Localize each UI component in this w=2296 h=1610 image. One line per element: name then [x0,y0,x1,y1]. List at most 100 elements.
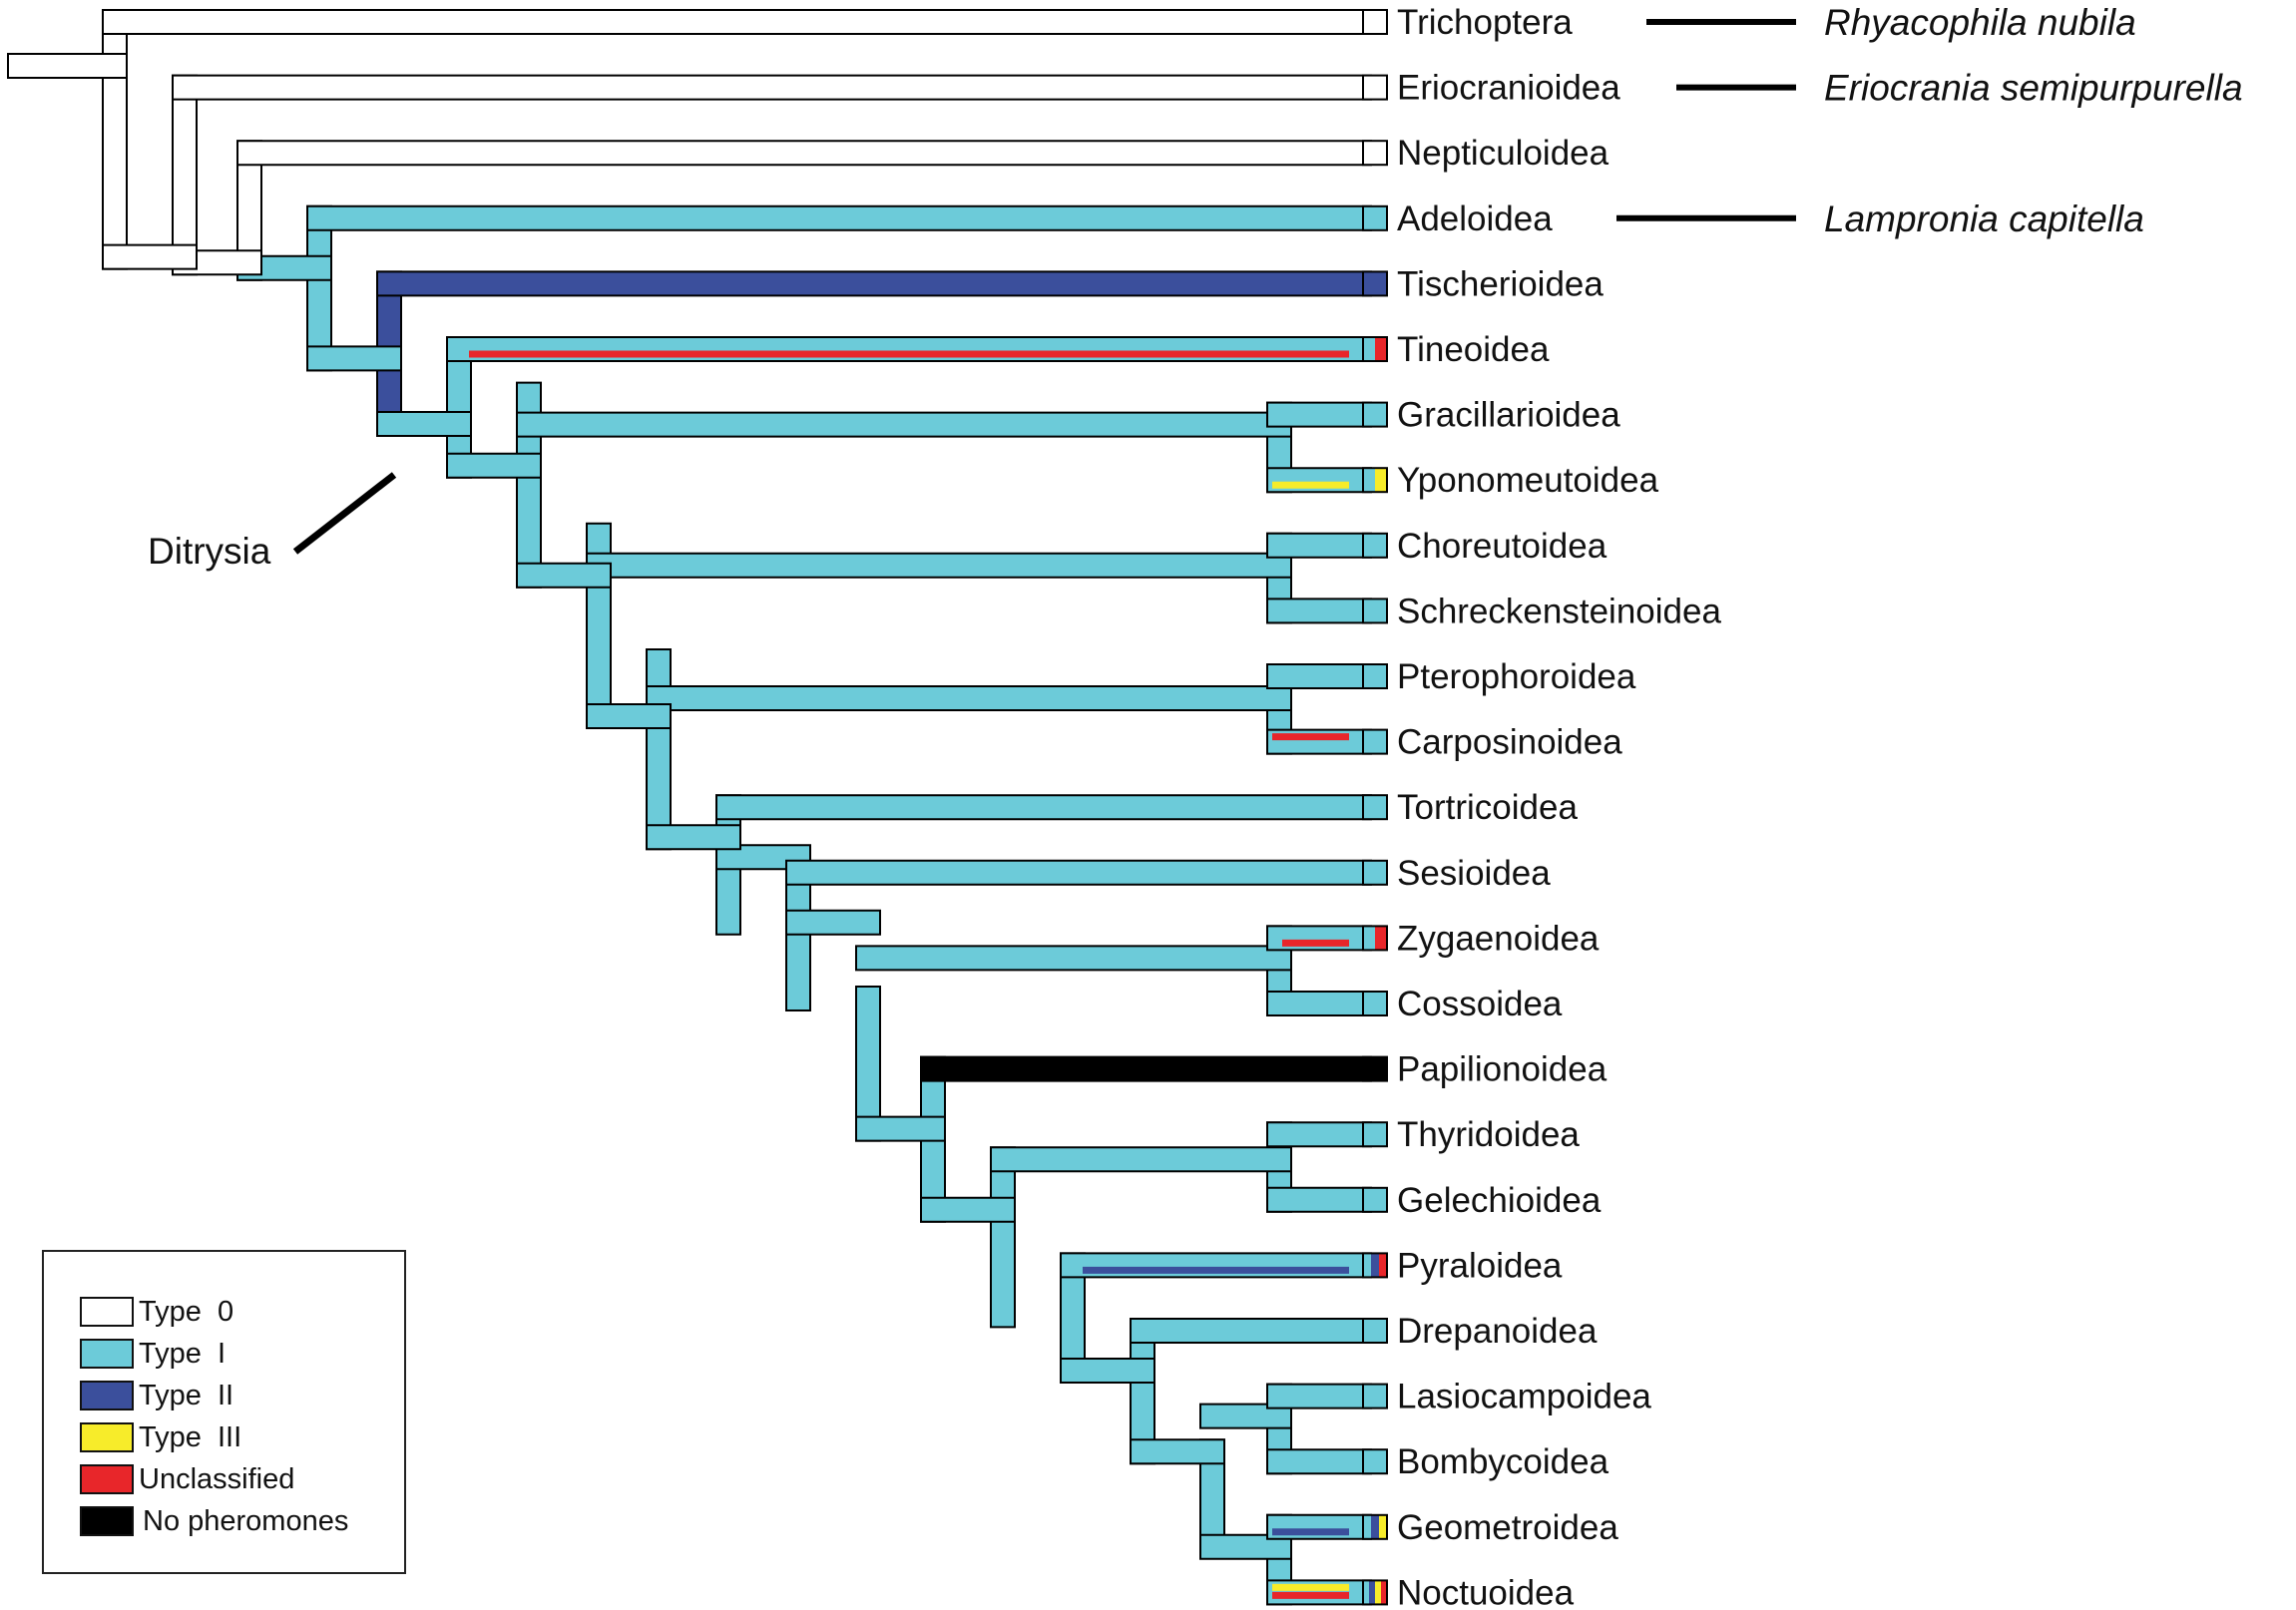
tip-marker-fill [1363,1514,1371,1539]
tip-marker-yponomeutoidea [1362,467,1388,494]
taxon-label-drepanoidea: Drepanoidea [1397,1312,1598,1351]
taxon-label-papilionoidea: Papilionoidea [1397,1050,1607,1089]
tip-marker-fill [1381,1580,1387,1605]
tip-marker-noctuoidea [1362,1579,1388,1606]
tip-marker-pterophoroidea [1362,663,1388,689]
legend-item-type-3: Type III [80,1419,241,1455]
legend-label: Type 0 [139,1295,234,1328]
taxon-label-tortricoidea: Tortricoidea [1397,788,1578,827]
tip-marker-fill [1363,75,1387,100]
taxon-label-tineoidea: Tineoidea [1397,330,1550,369]
tip-marker-fill [1363,1580,1369,1605]
tip-markers [1362,9,1388,1606]
taxon-label-eriocranioidea: Eriocranioidea [1397,69,1620,108]
tip-marker-papilionoidea [1362,1055,1388,1082]
tip-marker-fill [1363,402,1387,427]
tip-marker-fill [1363,926,1375,951]
tip-marker-pyraloidea [1362,1252,1388,1279]
tip-marker-sesioidea [1362,859,1388,886]
taxon-label-nepticuloidea: Nepticuloidea [1397,134,1609,173]
tip-marker-carposinoidea [1362,728,1388,755]
tip-marker-fill [1363,533,1387,558]
legend-label: Type II [139,1379,234,1411]
species-label: Rhyacophila nubila [1824,2,2136,43]
taxon-label-yponomeutoidea: Yponomeutoidea [1397,461,1659,500]
tip-marker-geometroidea [1362,1513,1388,1540]
tip-marker-fill [1371,1514,1379,1539]
tip-marker-thyridoidea [1362,1121,1388,1148]
tip-marker-fill [1363,141,1387,166]
tip-marker-fill [1363,468,1375,493]
legend-label: Type I [139,1337,227,1370]
legend-item-type-2: Type II [80,1378,233,1413]
species-label: Lampronia capitella [1824,199,2144,239]
tip-marker-fill [1375,337,1387,361]
tip-marker-nepticuloidea [1362,140,1388,167]
tip-marker-fill [1379,1514,1387,1539]
tip-marker-cossoidea [1362,991,1388,1016]
tip-marker-fill [1375,1580,1381,1605]
tip-marker-schreckensteinoidea [1362,598,1388,624]
tip-marker-fill [1369,1580,1375,1605]
tip-marker-fill [1363,1253,1371,1278]
legend-label: No pheromones [143,1504,349,1537]
taxon-label-choreutoidea: Choreutoidea [1397,527,1607,566]
tip-marker-fill [1375,926,1387,951]
tip-marker-fill [1363,1056,1387,1081]
ditrysia-callout: Ditrysia [148,472,397,572]
tip-marker-fill [1363,599,1387,623]
taxon-label-bombycoidea: Bombycoidea [1397,1442,1609,1481]
legend-swatch-type-0 [80,1297,134,1327]
taxon-label-cossoidea: Cossoidea [1397,985,1563,1023]
tip-marker-tortricoidea [1362,794,1388,821]
taxon-label-thyridoidea: Thyridoidea [1397,1115,1580,1154]
taxon-label-pyraloidea: Pyraloidea [1397,1246,1563,1285]
tip-marker-fill [1363,10,1387,34]
tip-marker-fill [1363,1384,1387,1409]
taxon-labels: Trichoptera Eriocranioidea Nepticuloidea Ad… [1397,3,1721,1610]
legend: Type 0 Type I Type II Type III Unclassif… [42,1250,406,1574]
taxon-label-noctuoidea: Noctuoidea [1397,1573,1575,1610]
taxon-label-geometroidea: Geometroidea [1397,1508,1618,1547]
tip-marker-fill [1363,1319,1387,1343]
tip-marker-fill [1363,337,1375,361]
tip-marker-bombycoidea [1362,1448,1388,1475]
taxon-label-carposinoidea: Carposinoidea [1397,723,1622,762]
tip-marker-fill [1375,468,1387,493]
tip-marker-fill [1371,1253,1379,1278]
legend-label: Unclassified [139,1462,295,1495]
taxon-label-pterophoroidea: Pterophoroidea [1397,657,1636,696]
tip-marker-fill [1363,1187,1387,1212]
tip-marker-eriocranioidea [1362,74,1388,101]
legend-swatch-no-pheromones [80,1506,134,1536]
legend-swatch-unclassified [80,1464,134,1494]
legend-swatch-type-1 [80,1339,134,1369]
tip-marker-tischerioidea [1362,270,1388,297]
legend-label: Type III [139,1420,242,1453]
tip-marker-fill [1363,271,1387,296]
tip-marker-drepanoidea [1362,1318,1388,1344]
tip-marker-fill [1363,205,1387,230]
tip-marker-fill [1363,992,1387,1015]
tip-marker-gelechioidea [1362,1186,1388,1213]
species-label: Eriocrania semipurpurella [1824,68,2243,109]
tip-marker-fill [1363,1449,1387,1474]
ditrysia-pointer-line [292,472,397,555]
tip-marker-fill [1363,860,1387,885]
legend-swatch-type-3 [80,1422,134,1452]
taxon-label-gracillarioidea: Gracillarioidea [1397,396,1620,435]
tip-marker-adeloidea [1362,204,1388,231]
tree-branches [7,9,1372,1606]
tip-marker-fill [1363,1122,1387,1147]
tip-marker-fill [1379,1253,1387,1278]
legend-item-type-1: Type I [80,1336,226,1372]
taxon-label-tischerioidea: Tischerioidea [1397,264,1604,303]
taxon-label-adeloidea: Adeloidea [1397,200,1553,238]
legend-swatch-type-2 [80,1381,134,1410]
tip-marker-fill [1363,664,1387,688]
tip-marker-zygaenoidea [1362,925,1388,952]
tip-marker-fill [1363,729,1387,754]
taxon-label-trichoptera: Trichoptera [1397,3,1573,42]
tip-marker-trichoptera [1362,9,1388,35]
